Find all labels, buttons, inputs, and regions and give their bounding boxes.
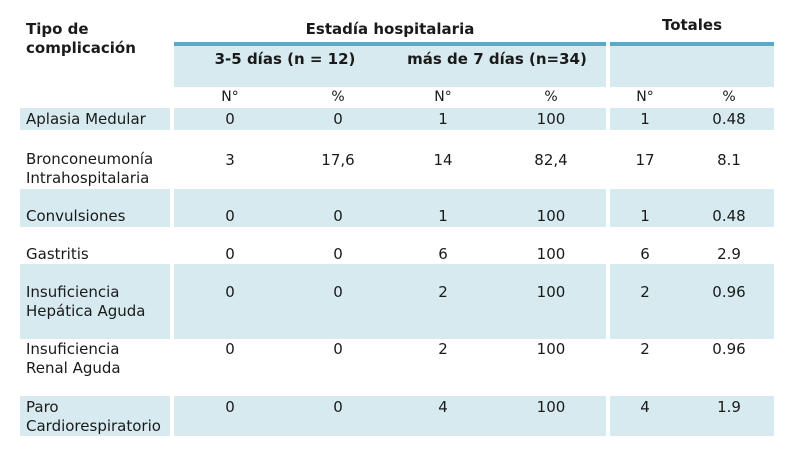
row-label-bronconeumonia-2: Intrahospitalaria <box>26 169 150 187</box>
table-cell: 0 <box>333 398 343 416</box>
table-cell: 2 <box>640 283 650 301</box>
row-label-hepatica-2: Hepática Aguda <box>26 302 146 320</box>
table-cell: 0 <box>225 340 235 358</box>
table-cell: 0.96 <box>712 283 746 301</box>
row-label-hepatica-1: Insuficiencia <box>26 283 120 301</box>
row-label-convulsiones: Convulsiones <box>26 207 126 225</box>
corner-header-line1: Tipo de <box>26 20 89 38</box>
table-cell: 0 <box>225 207 235 225</box>
table-cell: 0 <box>225 398 235 416</box>
row-band-3 <box>20 189 774 227</box>
row-label-bronconeumonia-1: Bronconeumonía <box>26 150 154 168</box>
table-cell: 0 <box>333 283 343 301</box>
subgroup-long-stay: más de 7 días (n=34) <box>407 50 587 68</box>
row-label-renal-2: Renal Aguda <box>26 359 121 377</box>
table-cell: 100 <box>536 245 566 263</box>
table-cell: 0 <box>225 110 235 128</box>
col-header-pct-short: % <box>331 89 345 105</box>
table-cell: 14 <box>433 151 453 169</box>
table-cell: 6 <box>438 245 448 263</box>
row-band-1 <box>20 108 774 130</box>
row-label-aplasia: Aplasia Medular <box>26 110 146 128</box>
table-cell: 0 <box>333 340 343 358</box>
table-cell: 0 <box>225 283 235 301</box>
table-cell: 4 <box>640 398 650 416</box>
table-cell: 1 <box>640 110 650 128</box>
table-cell: 82,4 <box>534 151 568 169</box>
row-label-renal-1: Insuficiencia <box>26 340 120 358</box>
table-cell: 100 <box>536 398 566 416</box>
col-header-n-short: N° <box>221 89 239 105</box>
group-header-totales: Totales <box>661 16 723 34</box>
totales-accent-bar <box>610 42 774 46</box>
table-cell: 1 <box>438 207 448 225</box>
estadia-accent-bar <box>174 42 606 46</box>
table-cell: 100 <box>536 340 566 358</box>
table-cell: 0.48 <box>712 207 746 225</box>
col-header-pct-long: % <box>544 89 558 105</box>
row-band-5 <box>20 264 774 339</box>
col-header-n-long: N° <box>434 89 452 105</box>
table-cell: 2.9 <box>717 245 741 263</box>
subheader-band-estadia <box>174 44 606 87</box>
row-label-paro-2: Cardiorespiratorio <box>26 417 161 435</box>
table-cell: 100 <box>536 207 566 225</box>
table-cell: 6 <box>640 245 650 263</box>
table-cell: 100 <box>536 110 566 128</box>
table-cell: 100 <box>536 283 566 301</box>
table-cell: 0 <box>333 245 343 263</box>
table-cell: 17,6 <box>321 151 355 169</box>
row-label-paro-1: Paro <box>26 398 59 416</box>
table-cell: 0 <box>225 245 235 263</box>
subheader-band-totales <box>610 44 774 87</box>
separator-totales-col <box>606 40 610 438</box>
group-header-estadia: Estadía hospitalaria <box>305 20 475 38</box>
col-header-n-total: N° <box>636 89 654 105</box>
separator-label-col <box>170 108 174 438</box>
table-cell: 1 <box>640 207 650 225</box>
table-cell: 2 <box>438 340 448 358</box>
table-cell: 1 <box>438 110 448 128</box>
row-band-7 <box>20 396 774 436</box>
table-cell: 8.1 <box>717 151 741 169</box>
table-cell: 0.48 <box>712 110 746 128</box>
table-cell: 4 <box>438 398 448 416</box>
subgroup-short-stay: 3-5 días (n = 12) <box>214 50 356 68</box>
col-header-pct-total: % <box>722 89 736 105</box>
table-cell: 3 <box>225 151 235 169</box>
table-cell: 0 <box>333 110 343 128</box>
table-cell: 0 <box>333 207 343 225</box>
corner-header-line2: complicación <box>26 39 136 57</box>
table-cell: 1.9 <box>717 398 741 416</box>
table-cell: 2 <box>438 283 448 301</box>
row-label-gastritis: Gastritis <box>26 245 89 263</box>
table-cell: 2 <box>640 340 650 358</box>
table-cell: 17 <box>635 151 655 169</box>
table-cell: 0.96 <box>712 340 746 358</box>
